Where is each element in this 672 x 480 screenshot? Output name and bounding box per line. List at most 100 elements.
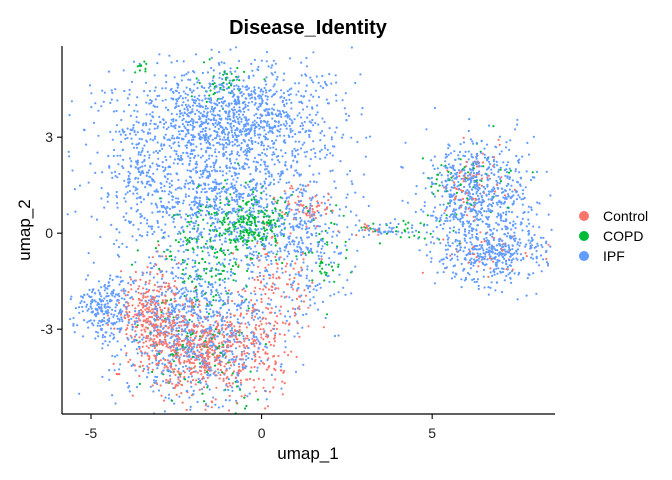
data-point (344, 244, 347, 247)
data-point (291, 135, 294, 138)
data-point (267, 263, 270, 266)
data-point (475, 175, 478, 179)
data-point (277, 129, 280, 133)
data-point (312, 51, 315, 54)
data-point (104, 286, 107, 289)
data-point (272, 327, 276, 331)
data-point (107, 193, 110, 196)
data-point (224, 76, 228, 79)
data-point (295, 236, 298, 239)
data-point (309, 76, 312, 79)
data-point (250, 62, 253, 65)
data-point (167, 235, 170, 238)
data-point (209, 347, 212, 350)
data-point (123, 110, 126, 113)
data-point (156, 367, 159, 370)
data-point (302, 258, 305, 261)
data-point (78, 392, 81, 395)
data-point (273, 83, 276, 86)
data-point (305, 150, 309, 153)
data-point (294, 262, 297, 265)
data-point (260, 115, 263, 118)
data-point (151, 361, 154, 364)
data-point (462, 154, 465, 157)
data-point (162, 380, 165, 383)
data-point (204, 105, 207, 108)
data-point (450, 176, 453, 179)
data-point (196, 216, 199, 219)
data-point (233, 239, 236, 242)
data-point (123, 179, 126, 182)
data-point (438, 238, 441, 241)
data-point (195, 186, 198, 190)
data-point (216, 322, 219, 325)
data-point (222, 299, 225, 302)
data-point (218, 345, 221, 348)
data-point (460, 177, 463, 180)
data-point (139, 213, 142, 216)
data-point (218, 188, 221, 191)
data-point (116, 176, 119, 179)
data-point (202, 386, 206, 389)
data-point (260, 323, 263, 326)
data-point (452, 216, 455, 219)
data-point (272, 276, 275, 279)
data-point (112, 362, 115, 365)
data-point (229, 159, 232, 163)
data-point (121, 165, 124, 168)
data-point (260, 293, 263, 296)
data-point (201, 356, 204, 359)
data-point (247, 200, 250, 203)
data-point (237, 121, 240, 124)
data-point (291, 288, 295, 291)
data-point (516, 243, 519, 246)
data-point (237, 290, 240, 293)
data-point (183, 375, 186, 379)
data-point (344, 257, 348, 260)
data-point (140, 201, 143, 204)
data-point (148, 362, 151, 366)
data-point (120, 270, 123, 273)
data-point (466, 202, 469, 205)
data-point (452, 229, 455, 232)
data-point (235, 341, 238, 344)
data-point (249, 97, 252, 100)
data-point (481, 152, 484, 155)
data-point (233, 119, 236, 122)
data-point (158, 149, 161, 152)
data-point (452, 186, 455, 189)
data-point (251, 270, 254, 273)
data-point (204, 260, 207, 264)
data-point (311, 106, 314, 109)
data-point (247, 108, 250, 111)
data-point (170, 112, 173, 115)
data-point (362, 235, 365, 238)
data-point (138, 234, 142, 237)
data-point (156, 285, 160, 288)
data-point (264, 133, 267, 136)
data-point (177, 178, 180, 181)
data-point (436, 189, 440, 192)
data-point (78, 311, 81, 314)
data-point (196, 254, 199, 257)
data-point (118, 368, 121, 371)
data-point (279, 312, 282, 315)
data-point (156, 318, 159, 321)
data-point (230, 231, 233, 234)
data-point (139, 166, 142, 169)
data-point (271, 153, 274, 156)
data-point (265, 322, 268, 325)
data-point (432, 210, 435, 213)
data-point (476, 224, 479, 227)
data-point (127, 220, 130, 223)
data-point (281, 155, 284, 158)
data-point (136, 203, 139, 206)
data-point (279, 128, 282, 131)
data-point (135, 143, 138, 146)
data-point (300, 61, 303, 64)
data-point (260, 237, 263, 240)
data-point (230, 162, 233, 165)
data-point (157, 350, 160, 353)
data-point (198, 124, 201, 127)
data-point (205, 304, 208, 308)
